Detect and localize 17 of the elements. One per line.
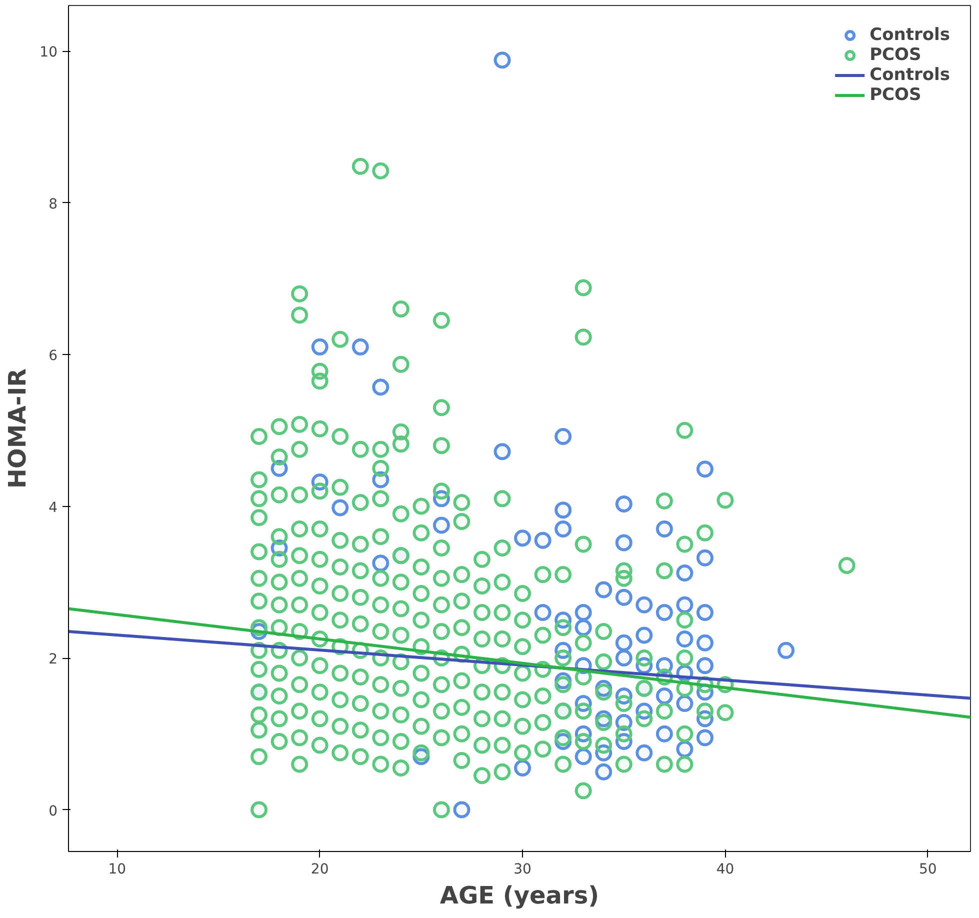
- y-axis-title: HOMA-IR: [4, 368, 32, 489]
- x-axis-title: AGE (years): [440, 882, 600, 910]
- legend-label: Controls: [870, 65, 950, 85]
- x-tick-label: 40: [716, 862, 734, 878]
- legend-label: PCOS: [870, 45, 922, 65]
- x-tick-label: 10: [108, 862, 126, 878]
- y-tick-label: 6: [48, 348, 58, 364]
- x-tick-label: 50: [919, 862, 937, 878]
- legend-label: PCOS: [870, 85, 922, 105]
- legend-label: Controls: [870, 25, 950, 45]
- x-tick-label: 20: [310, 862, 329, 878]
- x-tick-label: 30: [514, 862, 532, 878]
- y-tick-label: 0: [48, 803, 58, 820]
- y-tick-label: 2: [48, 652, 58, 668]
- y-tick-label: 4: [48, 500, 58, 516]
- y-tick-label: 10: [40, 44, 58, 61]
- y-tick-label: 8: [48, 196, 58, 212]
